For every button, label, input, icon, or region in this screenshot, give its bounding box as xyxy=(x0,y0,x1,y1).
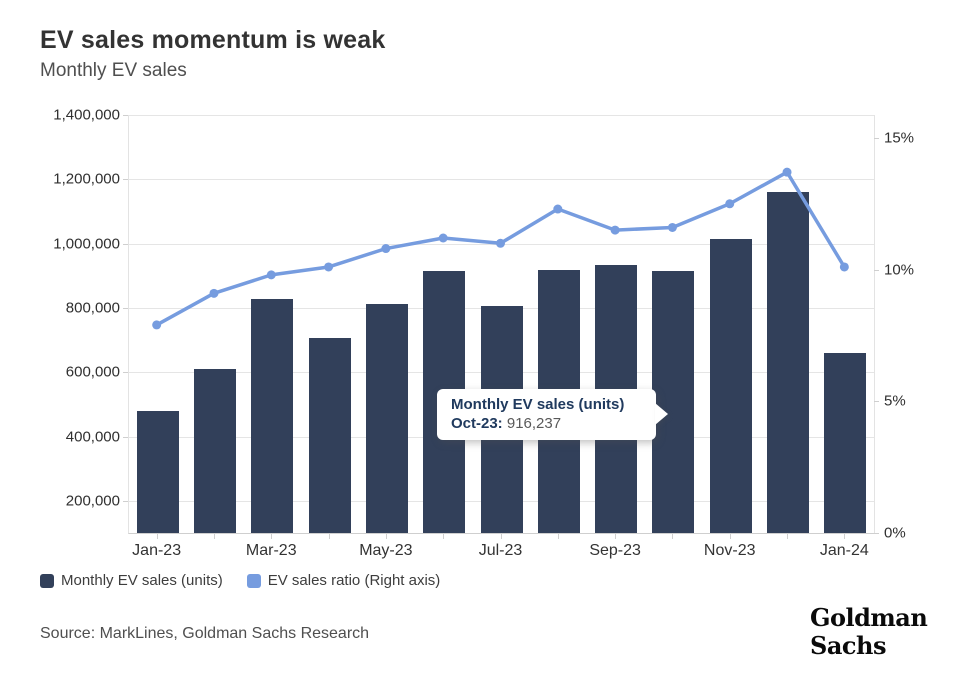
legend-swatch-line-icon xyxy=(246,573,261,588)
goldman-sachs-logo: Goldman Sachs xyxy=(810,603,928,660)
x-axis-tick xyxy=(271,534,273,539)
bar-Jan-24[interactable] xyxy=(824,352,867,533)
tooltip-arrow-icon xyxy=(655,403,668,425)
x-axis-tick xyxy=(672,534,674,539)
right-axis-tick-label: 10% xyxy=(884,261,915,279)
left-axis-tick-label: 1,000,000 xyxy=(53,235,120,253)
x-axis-tick xyxy=(443,534,445,539)
left-axis-tick xyxy=(123,500,128,502)
left-axis-tick-label: 1,200,000 xyxy=(53,170,120,188)
x-axis-label-Mar-23: Mar-23 xyxy=(245,542,297,559)
tooltip-value-row: Oct-23: 916,237 xyxy=(451,415,647,432)
left-axis-tick xyxy=(123,372,128,374)
bar-Jan-23[interactable] xyxy=(136,411,179,533)
right-axis-tick xyxy=(874,533,879,534)
gridline xyxy=(129,115,874,116)
right-axis-tick xyxy=(874,269,879,271)
legend-label-sales-ratio: EV sales ratio (Right axis) xyxy=(267,572,441,589)
left-axis-tick xyxy=(123,243,128,245)
x-axis-label-Sep-23: Sep-23 xyxy=(589,542,641,559)
x-axis-tick xyxy=(615,534,617,539)
x-axis-label-Nov-23: Nov-23 xyxy=(703,542,756,559)
tooltip-category-label: Oct-23: xyxy=(451,415,503,432)
x-axis-label-Jan-24: Jan-24 xyxy=(819,542,869,559)
gridline xyxy=(129,179,874,181)
x-axis-tick xyxy=(844,534,846,539)
right-axis-tick-label: 0% xyxy=(884,524,906,542)
chart-subtitle: Monthly EV sales xyxy=(40,60,187,81)
tooltip-value: 916,237 xyxy=(506,415,562,432)
right-axis-tick-label: 15% xyxy=(884,129,915,147)
bar-Apr-23[interactable] xyxy=(308,337,351,533)
right-axis-tick-label: 5% xyxy=(884,392,906,410)
x-axis-tick xyxy=(213,534,215,539)
bar-Feb-23[interactable] xyxy=(193,369,236,533)
right-axis-tick xyxy=(874,137,879,139)
x-axis-label-May-23: May-23 xyxy=(359,542,413,559)
left-axis-tick xyxy=(123,307,128,309)
left-axis-tick-label: 400,000 xyxy=(65,428,120,446)
bar-Nov-23[interactable] xyxy=(709,239,752,533)
left-axis-tick xyxy=(123,179,128,181)
x-axis-label-Jul-23: Jul-23 xyxy=(478,542,523,559)
x-axis-label-Jan-23: Jan-23 xyxy=(132,542,182,559)
chart-legend: Monthly EV sales (units) EV sales ratio … xyxy=(40,572,440,589)
bar-Dec-23[interactable] xyxy=(767,191,810,533)
left-axis-tick-label: 800,000 xyxy=(65,299,120,317)
gridline xyxy=(129,243,874,245)
left-axis-tick-label: 1,400,000 xyxy=(53,106,120,124)
logo-line-2: Sachs xyxy=(810,631,886,660)
logo-line-1: Goldman xyxy=(810,603,928,632)
legend-label-monthly-sales: Monthly EV sales (units) xyxy=(61,572,223,589)
page-title: EV sales momentum is weak xyxy=(40,26,386,54)
source-note: Source: MarkLines, Goldman Sachs Researc… xyxy=(40,625,370,642)
legend-item-monthly-sales[interactable]: Monthly EV sales (units) xyxy=(40,572,223,589)
x-axis-tick xyxy=(787,534,789,539)
chart-tooltip: Monthly EV sales (units) Oct-23: 916,237 xyxy=(437,389,668,440)
x-axis-tick xyxy=(729,534,731,539)
left-axis-tick-label: 200,000 xyxy=(65,492,120,510)
x-axis-tick xyxy=(385,534,387,539)
x-axis-tick xyxy=(156,534,158,539)
left-axis-tick-label: 600,000 xyxy=(65,363,120,381)
legend-item-sales-ratio[interactable]: EV sales ratio (Right axis) xyxy=(246,572,441,589)
plot-area xyxy=(128,115,875,534)
left-axis-tick xyxy=(123,115,128,116)
right-axis-tick xyxy=(874,401,879,403)
x-axis-tick xyxy=(328,534,330,539)
left-axis-tick xyxy=(123,436,128,438)
bar-Mar-23[interactable] xyxy=(251,298,294,533)
bar-Oct-23[interactable] xyxy=(652,270,695,533)
legend-swatch-bar-icon xyxy=(40,573,54,588)
x-axis-tick xyxy=(557,534,559,539)
tooltip-series-title: Monthly EV sales (units) xyxy=(451,396,625,413)
bar-May-23[interactable] xyxy=(365,303,408,533)
x-axis-tick xyxy=(500,534,502,539)
